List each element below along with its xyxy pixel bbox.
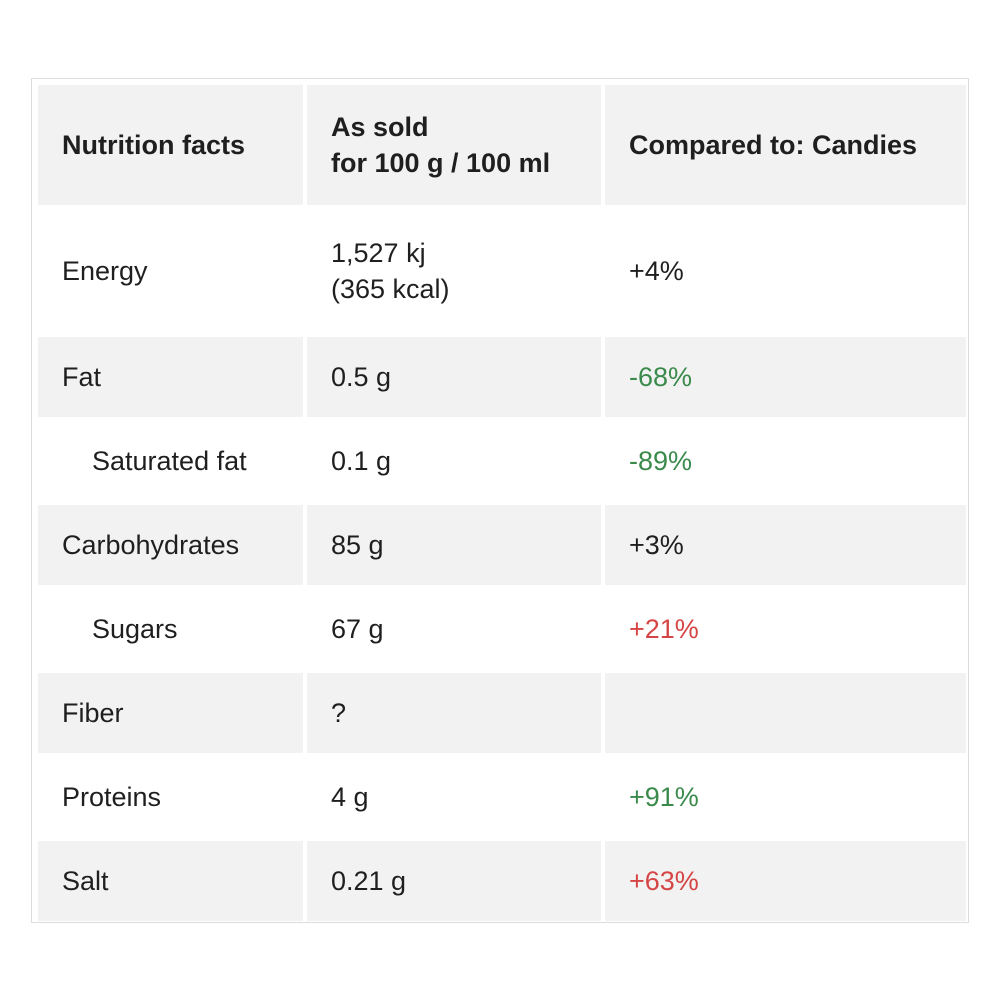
row-name: Saturated fat (38, 421, 303, 501)
row-name: Fiber (38, 673, 303, 753)
header-compared-to: Compared to: Candies (605, 85, 966, 205)
row-value: 1,527 kj (365 kcal) (307, 209, 601, 333)
row-name: Proteins (38, 757, 303, 837)
row-value: 0.1 g (307, 421, 601, 501)
row-value-line2: (365 kcal) (331, 274, 450, 304)
row-value: 67 g (307, 589, 601, 669)
row-value: 85 g (307, 505, 601, 585)
row-value: 0.5 g (307, 337, 601, 417)
row-value-line1: 1,527 kj (331, 238, 426, 268)
table-row-sugars: Sugars 67 g +21% (38, 589, 966, 669)
row-compare: +91% (605, 757, 966, 837)
table-row-salt: Salt 0.21 g +63% (38, 841, 966, 921)
row-name: Salt (38, 841, 303, 921)
row-compare (605, 673, 966, 753)
table-row-proteins: Proteins 4 g +91% (38, 757, 966, 837)
table-row-saturated-fat: Saturated fat 0.1 g -89% (38, 421, 966, 501)
row-compare: -89% (605, 421, 966, 501)
nutrition-facts-table: Nutrition facts As sold for 100 g / 100 … (34, 81, 970, 925)
row-compare: +21% (605, 589, 966, 669)
header-nutrition-facts: Nutrition facts (38, 85, 303, 205)
row-value: ? (307, 673, 601, 753)
header-as-sold-line2: for 100 g / 100 ml (331, 148, 551, 178)
table-row-fat: Fat 0.5 g -68% (38, 337, 966, 417)
header-as-sold-line1: As sold (331, 112, 429, 142)
nutrition-table-frame: Nutrition facts As sold for 100 g / 100 … (31, 78, 969, 923)
row-name: Sugars (38, 589, 303, 669)
row-compare: +63% (605, 841, 966, 921)
table-row-carbohydrates: Carbohydrates 85 g +3% (38, 505, 966, 585)
table-row-fiber: Fiber ? (38, 673, 966, 753)
row-value: 0.21 g (307, 841, 601, 921)
row-compare: +3% (605, 505, 966, 585)
row-name: Energy (38, 209, 303, 333)
table-header-row: Nutrition facts As sold for 100 g / 100 … (38, 85, 966, 205)
row-name: Fat (38, 337, 303, 417)
row-value: 4 g (307, 757, 601, 837)
row-name: Carbohydrates (38, 505, 303, 585)
row-compare: -68% (605, 337, 966, 417)
table-row-energy: Energy 1,527 kj (365 kcal) +4% (38, 209, 966, 333)
header-as-sold: As sold for 100 g / 100 ml (307, 85, 601, 205)
row-compare: +4% (605, 209, 966, 333)
